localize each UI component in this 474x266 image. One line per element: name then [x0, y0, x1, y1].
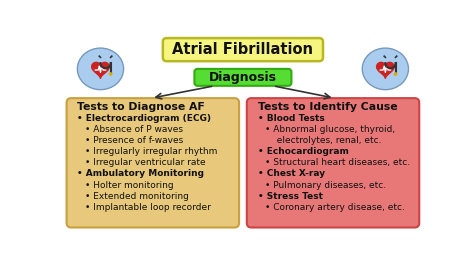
Circle shape [394, 73, 397, 75]
Circle shape [109, 73, 112, 75]
Text: • Irregularly irregular rhythm: • Irregularly irregular rhythm [85, 147, 218, 156]
FancyBboxPatch shape [194, 69, 292, 86]
Ellipse shape [77, 48, 124, 90]
Text: Tests to Identify Cause: Tests to Identify Cause [257, 102, 397, 112]
Text: • Extended monitoring: • Extended monitoring [85, 192, 189, 201]
FancyBboxPatch shape [247, 98, 419, 227]
Text: • Absence of P waves: • Absence of P waves [85, 125, 183, 134]
Text: • Structural heart diseases, etc.: • Structural heart diseases, etc. [265, 158, 410, 167]
Text: • Presence of f-waves: • Presence of f-waves [85, 136, 183, 145]
Text: • Electrocardiogram (ECG): • Electrocardiogram (ECG) [77, 114, 211, 123]
Text: • Pulmonary diseases, etc.: • Pulmonary diseases, etc. [265, 181, 386, 190]
Polygon shape [377, 62, 394, 78]
Text: • Stress Test: • Stress Test [257, 192, 322, 201]
Text: Tests to Diagnose AF: Tests to Diagnose AF [77, 102, 205, 112]
Text: • Ambulatory Monitoring: • Ambulatory Monitoring [77, 169, 204, 178]
Text: • Holter monitoring: • Holter monitoring [85, 181, 173, 190]
Text: electrolytes, renal, etc.: electrolytes, renal, etc. [272, 136, 382, 145]
Text: • Echocardiogram: • Echocardiogram [257, 147, 348, 156]
FancyBboxPatch shape [66, 98, 239, 227]
FancyBboxPatch shape [163, 38, 323, 61]
Text: • Chest X-ray: • Chest X-ray [257, 169, 325, 178]
Text: • Abnormal glucose, thyroid,: • Abnormal glucose, thyroid, [265, 125, 395, 134]
Text: • Blood Tests: • Blood Tests [257, 114, 324, 123]
Text: • Implantable loop recorder: • Implantable loop recorder [85, 203, 211, 212]
Text: • Coronary artery disease, etc.: • Coronary artery disease, etc. [265, 203, 405, 212]
Text: • Irregular ventricular rate: • Irregular ventricular rate [85, 158, 206, 167]
Ellipse shape [362, 48, 409, 90]
Text: Diagnosis: Diagnosis [209, 71, 277, 84]
Text: Atrial Fibrillation: Atrial Fibrillation [173, 42, 313, 57]
Polygon shape [91, 62, 109, 78]
